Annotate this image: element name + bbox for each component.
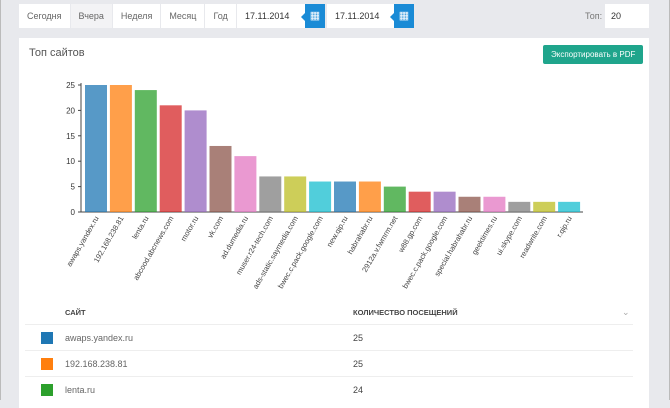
bar[interactable] — [259, 176, 282, 212]
x-tick-label: bwec.c.pack.google.com — [276, 215, 325, 291]
y-tick-label: 15 — [66, 132, 75, 141]
export-pdf-button[interactable]: Экспортировать в PDF — [543, 45, 644, 64]
y-tick-label: 20 — [66, 106, 75, 115]
y-tick-label: 10 — [66, 157, 75, 166]
bar[interactable] — [209, 145, 232, 212]
color-swatch — [41, 384, 53, 396]
bar[interactable] — [159, 105, 182, 212]
visit-count: 24 — [353, 385, 364, 395]
x-tick-label: new.qip.ru — [325, 215, 350, 249]
x-tick-label: habrahabr.ru — [346, 215, 375, 256]
x-tick-label: bwec.c.pack.google.com — [400, 215, 449, 291]
bar[interactable] — [533, 201, 556, 212]
column-header-visits[interactable]: КОЛИЧЕСТВО ПОСЕЩЕНИЙ — [353, 308, 458, 317]
table-row[interactable]: awaps.yandex.ru 25 — [25, 324, 633, 350]
bar[interactable] — [383, 186, 406, 212]
tab-3[interactable]: Месяц — [161, 4, 205, 28]
bar[interactable] — [284, 176, 307, 212]
tab-1[interactable]: Вчера — [70, 4, 112, 28]
bar[interactable] — [309, 181, 332, 212]
tab-0[interactable]: Сегодня — [19, 4, 70, 28]
tab-4[interactable]: Год — [205, 4, 236, 28]
chevron-down-icon[interactable]: ⌄ — [622, 307, 630, 317]
y-tick-label: 0 — [71, 208, 76, 217]
y-tick-label: 5 — [71, 183, 76, 192]
bar[interactable] — [408, 191, 431, 212]
bar[interactable] — [458, 196, 481, 212]
color-swatch — [41, 358, 53, 370]
bar[interactable] — [234, 156, 257, 212]
calendar-icon[interactable]: ▦ — [390, 4, 414, 28]
x-tick-label: vk.com — [206, 215, 226, 240]
bar[interactable] — [558, 201, 581, 212]
tab-2[interactable]: Неделя — [112, 4, 161, 28]
panel-title: Топ сайтов — [29, 47, 85, 59]
visit-count: 25 — [353, 333, 364, 343]
bar[interactable] — [184, 110, 207, 212]
bar[interactable] — [85, 85, 107, 212]
period-tabs: Сегодня Вчера Неделя Месяц Год — [19, 4, 236, 28]
top-sites-panel: Топ сайтов Экспортировать в PDF 0 5 10 15 20… — [19, 38, 649, 408]
y-tick-label: 25 — [66, 81, 75, 90]
table-row[interactable]: 192.168.238.81 25 — [25, 350, 633, 376]
bar[interactable] — [483, 196, 506, 212]
bar[interactable] — [134, 90, 157, 212]
bar[interactable] — [334, 181, 356, 212]
visit-count: 25 — [353, 359, 364, 369]
bar[interactable] — [109, 85, 132, 212]
color-swatch — [41, 332, 53, 344]
x-tick-label: w88.gp.com — [396, 215, 425, 255]
site-name: lenta.ru — [65, 385, 96, 395]
top-label: Топ: — [585, 11, 603, 21]
site-name: awaps.yandex.ru — [65, 333, 134, 343]
calendar-icon[interactable]: ▦ — [301, 4, 325, 28]
table-row[interactable]: lenta.ru 24 — [25, 376, 633, 402]
site-name: 192.168.238.81 — [65, 359, 128, 369]
bar[interactable] — [358, 181, 381, 212]
bar[interactable] — [433, 191, 456, 212]
x-tick-label: lenta.ru — [130, 215, 150, 241]
column-header-site[interactable]: САЙТ — [65, 308, 86, 317]
bar[interactable] — [508, 201, 531, 212]
x-tick-label: motor.ru — [179, 215, 201, 243]
x-tick-label: r.qip.ru — [555, 215, 574, 239]
top-count-input[interactable] — [605, 4, 649, 28]
x-tick-label: ads-static.saymedia.com — [251, 215, 300, 291]
